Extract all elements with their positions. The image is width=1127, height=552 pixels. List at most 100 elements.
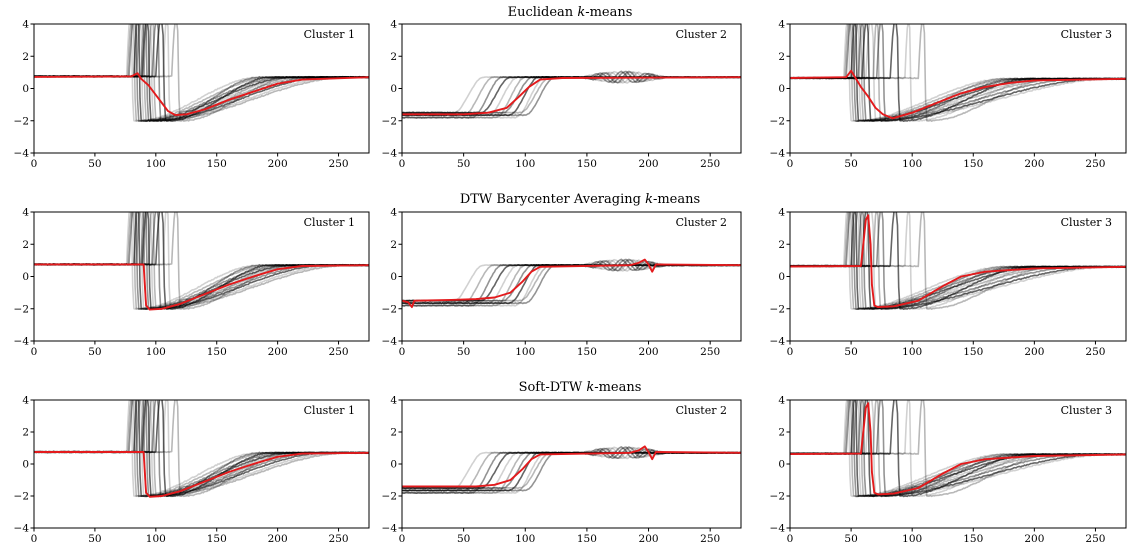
x-tick-label: 250	[1085, 533, 1105, 545]
axes-frame	[33, 23, 370, 154]
member-series-2	[402, 76, 741, 117]
series-group	[34, 24, 369, 122]
subplot-euclidean-cluster-3: 0 50 100 150 200 250 −4 −2 0 2 4 Cluster 3	[770, 19, 1127, 170]
y-tick-label: 2	[390, 427, 397, 439]
cluster-centroid-line	[34, 72, 369, 117]
member-series-10	[402, 451, 741, 490]
subplot-softdtw-cluster-3: 0 50 100 150 200 250 −4 −2 0 2 4 Cluster 3	[770, 395, 1127, 545]
x-tick-label: 250	[700, 533, 720, 545]
x-tick-label: 50	[844, 346, 857, 358]
x-tick-label: 0	[31, 533, 38, 545]
y-tick-label: −2	[14, 115, 29, 127]
y-tick-label: −2	[14, 491, 29, 503]
cluster-centroid-line	[402, 76, 741, 116]
cluster-centroid-line	[402, 445, 741, 488]
x-tick-label: 150	[577, 158, 597, 170]
x-tick-label: 250	[329, 533, 349, 545]
row-title-softdtw: Soft-DTW k-means	[519, 380, 642, 395]
y-tick-label: 4	[778, 395, 785, 407]
y-tick-label: −4	[14, 336, 30, 348]
y-tick-label: −4	[382, 523, 398, 535]
y-tick-label: −2	[382, 303, 397, 315]
axes-frame	[401, 211, 742, 342]
y-tick-label: 4	[390, 395, 397, 407]
subplot-euclidean-cluster-2: 0 50 100 150 200 250 −4 −2 0 2 4 Cluster 2	[382, 19, 742, 170]
x-tick-label: 50	[457, 158, 470, 170]
x-tick-label: 100	[515, 158, 535, 170]
member-series-4	[402, 76, 741, 114]
x-tick-label: 100	[902, 533, 922, 545]
cluster-label: Cluster 1	[304, 404, 355, 417]
x-tick-label: 0	[399, 346, 406, 358]
y-tick-label: 2	[778, 239, 785, 251]
cluster-centroid-line	[34, 263, 369, 311]
cluster-label: Cluster 1	[304, 28, 355, 41]
x-tick-label: 0	[399, 158, 406, 170]
y-tick-label: −4	[770, 148, 786, 160]
member-series-14	[790, 24, 1126, 122]
axes-frame	[401, 23, 742, 154]
cluster-label: Cluster 3	[1061, 216, 1112, 229]
x-tick-label: 150	[963, 158, 983, 170]
series-group	[34, 400, 369, 498]
cluster-centroid-line	[34, 451, 369, 498]
cluster-centroid-line	[402, 258, 741, 309]
x-tick-label: 0	[31, 346, 38, 358]
member-series-2	[402, 264, 741, 305]
y-tick-label: 0	[390, 83, 397, 95]
member-series-4	[402, 451, 741, 490]
member-series-2	[402, 451, 741, 492]
x-tick-label: 100	[515, 346, 535, 358]
cluster-label: Cluster 2	[676, 216, 727, 229]
x-tick-label: 50	[88, 346, 101, 358]
axes-frame	[33, 211, 370, 342]
row-title-dba: DTW Barycenter Averaging k-means	[460, 192, 700, 207]
x-tick-label: 0	[31, 158, 38, 170]
y-tick-label: −2	[770, 303, 785, 315]
y-tick-label: −4	[770, 336, 786, 348]
y-tick-label: 4	[778, 19, 785, 31]
axes-frame	[33, 399, 370, 529]
x-tick-label: 250	[700, 158, 720, 170]
y-tick-label: −4	[382, 148, 398, 160]
x-tick-label: 250	[1085, 346, 1105, 358]
x-tick-label: 150	[577, 533, 597, 545]
member-series-8	[402, 264, 741, 305]
y-tick-label: 4	[22, 207, 29, 219]
y-tick-label: 2	[390, 51, 397, 63]
x-tick-label: 0	[399, 533, 406, 545]
x-tick-label: 200	[268, 346, 288, 358]
y-tick-label: −4	[382, 336, 398, 348]
x-tick-label: 200	[1024, 346, 1044, 358]
x-tick-label: 0	[787, 158, 794, 170]
x-tick-label: 250	[329, 346, 349, 358]
row-titles: Euclidean k-means DTW Barycenter Averagi…	[460, 5, 700, 395]
member-series-4	[402, 264, 741, 302]
subplot-euclidean-cluster-1: 0 50 100 150 200 250 −4 −2 0 2 4 Cluster 1	[14, 19, 370, 170]
x-tick-label: 100	[146, 158, 166, 170]
x-tick-label: 100	[902, 346, 922, 358]
cluster-centroid-line	[790, 214, 1126, 309]
y-tick-label: −2	[770, 491, 785, 503]
x-tick-label: 150	[963, 533, 983, 545]
member-series-8	[402, 76, 741, 117]
x-tick-label: 150	[577, 346, 597, 358]
y-tick-label: 2	[22, 239, 29, 251]
y-tick-label: 2	[390, 239, 397, 251]
x-tick-label: 50	[88, 533, 101, 545]
x-tick-label: 200	[639, 533, 659, 545]
x-tick-label: 150	[207, 346, 227, 358]
x-tick-label: 150	[207, 158, 227, 170]
y-tick-label: 4	[390, 207, 397, 219]
subplot-softdtw-cluster-2: 0 50 100 150 200 250 −4 −2 0 2 4 Cluster 2	[382, 395, 742, 545]
cluster-label: Cluster 3	[1061, 404, 1112, 417]
x-tick-label: 50	[88, 158, 101, 170]
y-tick-label: 4	[22, 19, 29, 31]
x-tick-label: 50	[844, 158, 857, 170]
cluster-label: Cluster 2	[676, 28, 727, 41]
x-tick-label: 200	[1024, 533, 1044, 545]
subplot-dba-cluster-2: 0 50 100 150 200 250 −4 −2 0 2 4 Cluster 2	[382, 207, 742, 358]
x-tick-label: 100	[146, 533, 166, 545]
